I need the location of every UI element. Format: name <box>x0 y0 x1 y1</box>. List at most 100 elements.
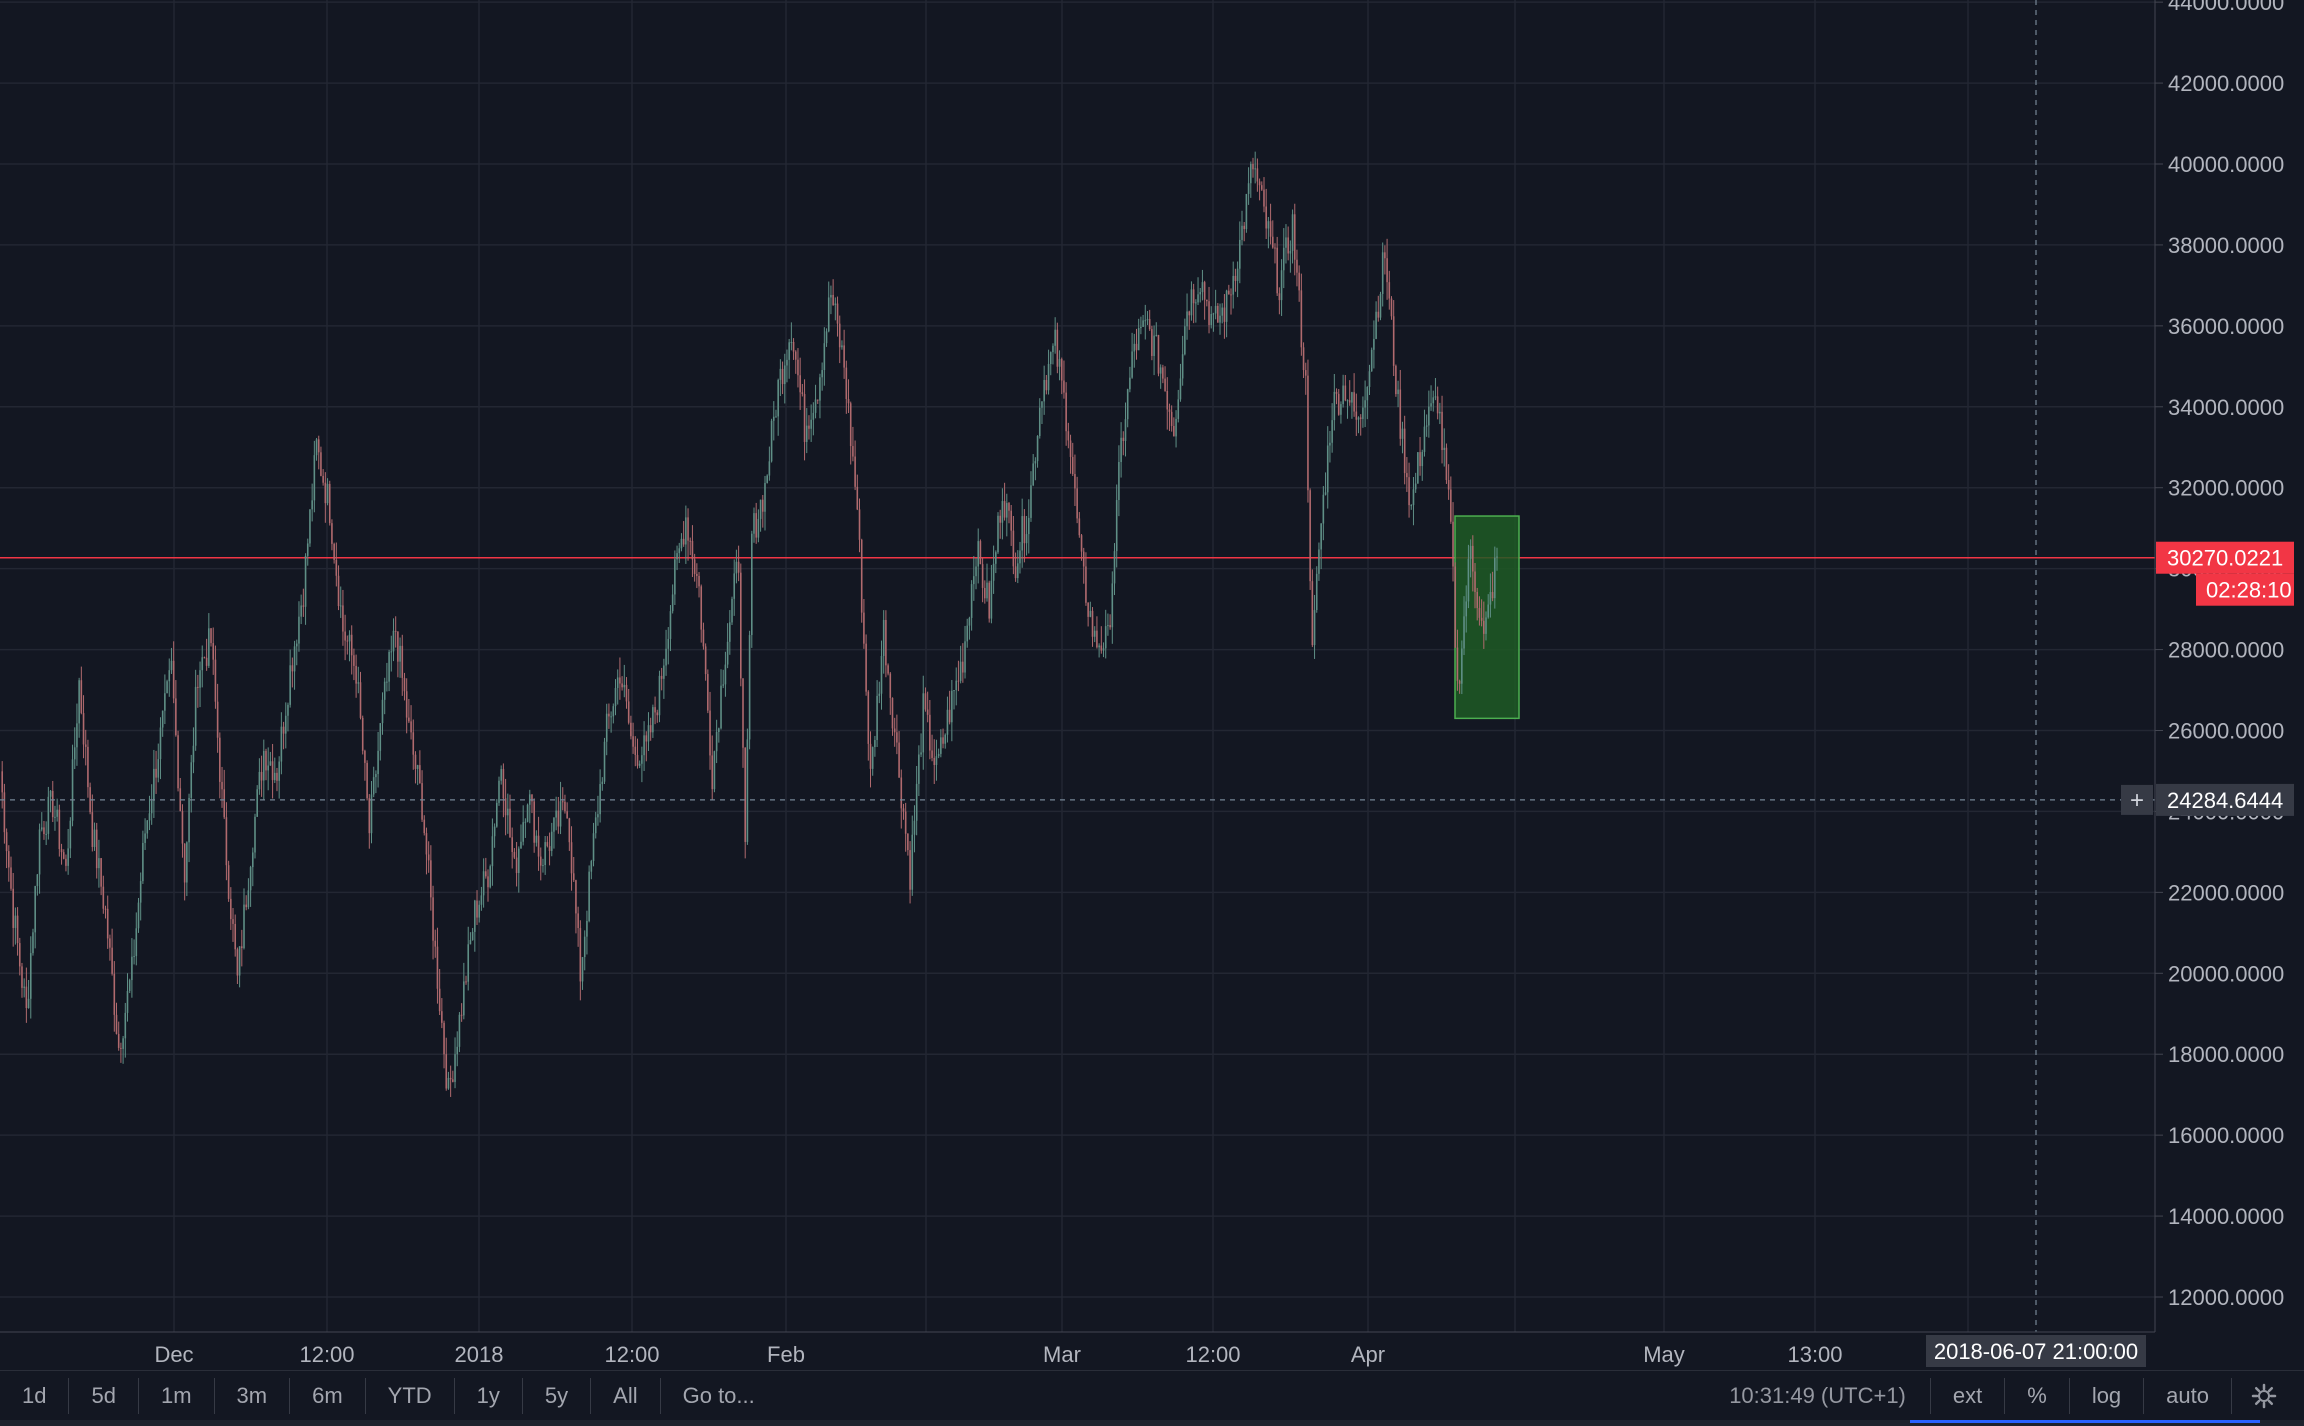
candle-body <box>1153 335 1155 356</box>
candle-body <box>524 821 527 823</box>
y-tick-label: 22000.0000 <box>2168 880 2284 905</box>
candle-body <box>918 754 920 784</box>
candle-body <box>1005 503 1008 518</box>
candle-body <box>548 846 551 851</box>
candle-body <box>139 881 142 903</box>
candle-body <box>109 938 111 948</box>
candle-body <box>1252 163 1254 170</box>
y-tick-label: 40000.0000 <box>2168 152 2284 177</box>
candle-body <box>566 811 568 819</box>
candle-body <box>317 439 320 453</box>
candle-body <box>1340 404 1342 415</box>
candle-body <box>133 956 135 958</box>
candle-body <box>412 732 415 755</box>
candle-body <box>245 904 248 908</box>
candle-body <box>1168 409 1171 412</box>
candle-body <box>56 809 58 817</box>
percent-scale-toggle[interactable]: % <box>2005 1378 2070 1414</box>
candle-body <box>970 584 973 618</box>
candle-body <box>1322 494 1325 524</box>
candle-body <box>724 664 727 685</box>
candle-body <box>645 735 648 742</box>
candle-body <box>515 857 518 874</box>
candle-body <box>865 643 867 692</box>
candle-body <box>469 939 472 945</box>
candle-body <box>117 1033 120 1048</box>
candle-body <box>131 956 133 981</box>
candle-body <box>665 648 667 666</box>
candle-body <box>1047 363 1050 391</box>
candle-body <box>902 808 905 812</box>
candle-body <box>832 294 834 306</box>
candle-body <box>203 657 206 659</box>
candle-body <box>1480 617 1483 621</box>
candle-body <box>922 693 925 753</box>
candle-body <box>54 816 56 818</box>
candle-body <box>1491 592 1494 599</box>
candle-body <box>1265 206 1267 229</box>
candle-body <box>601 781 604 785</box>
candle-body <box>577 913 579 929</box>
candle-body <box>45 833 47 835</box>
candle-body <box>513 851 516 858</box>
range-1m-button[interactable]: 1m <box>139 1378 215 1414</box>
candle-body <box>443 1022 445 1055</box>
clock-timezone[interactable]: 10:31:49 (UTC+1) <box>1705 1378 1931 1414</box>
auto-scale-toggle[interactable]: auto <box>2144 1378 2232 1414</box>
extended-hours-toggle[interactable]: ext <box>1931 1378 2006 1414</box>
range-3m-button[interactable]: 3m <box>215 1378 291 1414</box>
candle-body <box>276 772 278 781</box>
candle-body <box>1474 571 1476 592</box>
candle-body <box>1463 616 1465 649</box>
range-all-button[interactable]: All <box>591 1378 661 1414</box>
candle-body <box>1434 396 1437 398</box>
range-6m-button[interactable]: 6m <box>290 1378 366 1414</box>
candle-body <box>1065 392 1067 432</box>
candle-body <box>805 425 808 442</box>
candle-body <box>386 681 388 683</box>
candle-body <box>1192 289 1195 304</box>
candle-body <box>559 801 562 827</box>
candle-body <box>1069 440 1072 457</box>
candle-body <box>258 771 261 790</box>
price-chart[interactable]: 12000.0000 14000.0000 16000.0000 18000.0000… <box>0 0 2304 1370</box>
candle-body <box>67 848 69 866</box>
gear-icon[interactable] <box>2250 1382 2278 1410</box>
range-5y-button[interactable]: 5y <box>523 1378 592 1414</box>
range-1y-button[interactable]: 1y <box>455 1378 523 1414</box>
range-1d-button[interactable]: 1d <box>0 1378 70 1414</box>
candle-body <box>841 345 843 348</box>
candle-body <box>1370 349 1373 372</box>
candle-body <box>300 605 302 617</box>
countdown-value: 02:28:10 <box>2206 578 2292 603</box>
candle-body <box>1461 648 1463 684</box>
candle-body <box>280 726 283 762</box>
range-5d-button[interactable]: 5d <box>69 1378 139 1414</box>
go-to-button[interactable]: Go to... <box>682 1383 755 1408</box>
candle-body <box>869 743 872 769</box>
price-axis[interactable] <box>2155 0 2304 1332</box>
candle-body <box>1271 236 1274 248</box>
x-tick-label: Apr <box>1351 1342 1385 1367</box>
candle-body <box>144 833 146 843</box>
candle-body <box>1021 516 1023 551</box>
highlight-rectangle[interactable] <box>1454 515 1520 720</box>
candle-body <box>471 931 474 940</box>
candle-body <box>214 659 217 702</box>
range-ytd-button[interactable]: YTD <box>366 1378 455 1414</box>
candle-body <box>423 819 426 834</box>
candle-body <box>742 678 744 748</box>
candle-body <box>757 518 760 538</box>
candle-body <box>1276 247 1278 294</box>
candle-body <box>1445 447 1448 481</box>
log-scale-toggle[interactable]: log <box>2070 1378 2145 1414</box>
candle-body <box>192 745 195 763</box>
candle-body <box>1076 488 1078 519</box>
candle-body <box>194 686 197 746</box>
candle-body <box>707 674 709 711</box>
candle-body <box>1166 390 1169 410</box>
candle-body <box>1386 258 1388 283</box>
time-axis[interactable] <box>0 1332 2155 1370</box>
candle-body <box>788 342 790 360</box>
